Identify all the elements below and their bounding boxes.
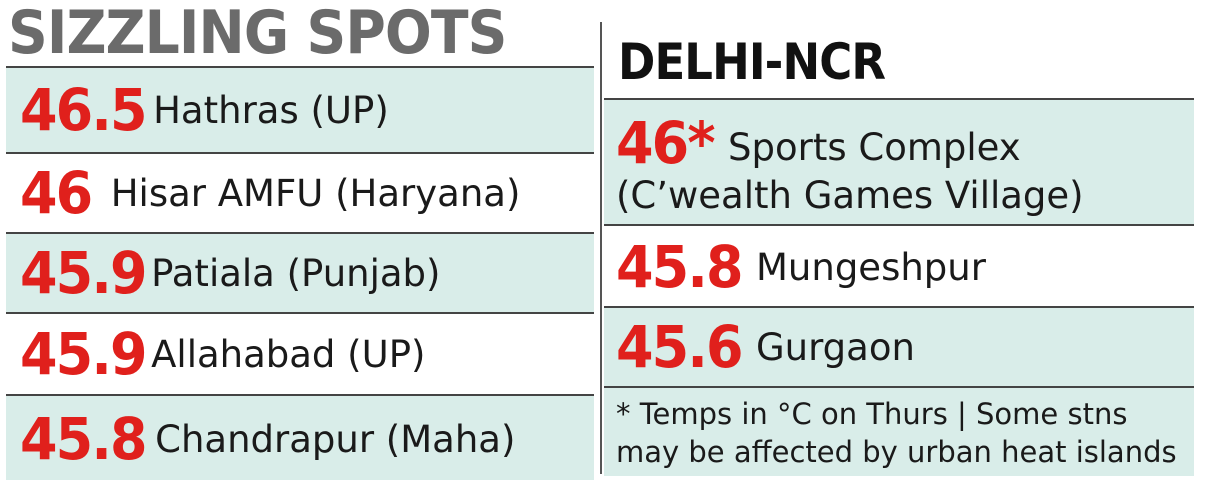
place-name: Gurgaon: [756, 326, 915, 369]
temperature-value: 45.9: [20, 320, 148, 388]
list-item: 45.9 Patiala (Punjab): [6, 234, 594, 314]
sizzling-spots-title: SIZZLING SPOTS: [8, 0, 507, 68]
list-item: 46* Sports Complex (C’wealth Games Villa…: [604, 100, 1194, 226]
temperature-value: 45.8: [616, 233, 744, 301]
place-name: Hisar AMFU (Haryana): [110, 171, 521, 215]
list-item: 45.9 Allahabad (UP): [6, 314, 594, 396]
footnote-line2: may be affected by urban heat islands: [616, 435, 1177, 469]
place-name: Hathras (UP): [153, 88, 389, 132]
list-item: 45.8 Mungeshpur: [604, 226, 1194, 308]
delhi-ncr-panel: DELHI-NCR 46* Sports Complex (C’wealth G…: [604, 0, 1208, 480]
temperature-value: 45.8: [20, 405, 148, 473]
delhi-ncr-list: 46* Sports Complex (C’wealth Games Villa…: [604, 98, 1194, 476]
list-item: 46 Hisar AMFU (Haryana): [6, 154, 594, 234]
list-item: 45.6 Gurgaon: [604, 308, 1194, 388]
temperature-value: 45.6: [616, 313, 744, 381]
footnote-box: * Temps in °C on Thurs | Some stns may b…: [604, 388, 1194, 476]
place-name-line1: Sports Complex: [728, 126, 1021, 169]
delhi-ncr-title: DELHI-NCR: [618, 33, 886, 91]
panel-divider: [600, 22, 602, 474]
place-name: Patiala (Punjab): [151, 251, 441, 295]
temperature-value: 45.9: [20, 239, 148, 307]
temperature-value: 46.5: [20, 76, 148, 144]
place-name: Allahabad (UP): [151, 332, 426, 376]
temperature-value: 46*: [616, 109, 716, 177]
temperature-value: 46: [20, 159, 93, 227]
sizzling-spots-panel: SIZZLING SPOTS 46.5 Hathras (UP) 46 Hisa…: [0, 0, 596, 480]
list-item: 46.5 Hathras (UP): [6, 68, 594, 154]
place-name-line2: (C’wealth Games Village): [616, 174, 1084, 217]
footnote-line1: * Temps in °C on Thurs | Some stns: [616, 397, 1128, 431]
place-name: Mungeshpur: [756, 246, 986, 289]
list-item: 45.8 Chandrapur (Maha): [6, 396, 594, 480]
sizzling-spots-list: 46.5 Hathras (UP) 46 Hisar AMFU (Haryana…: [6, 66, 594, 480]
place-name: Chandrapur (Maha): [155, 417, 516, 461]
